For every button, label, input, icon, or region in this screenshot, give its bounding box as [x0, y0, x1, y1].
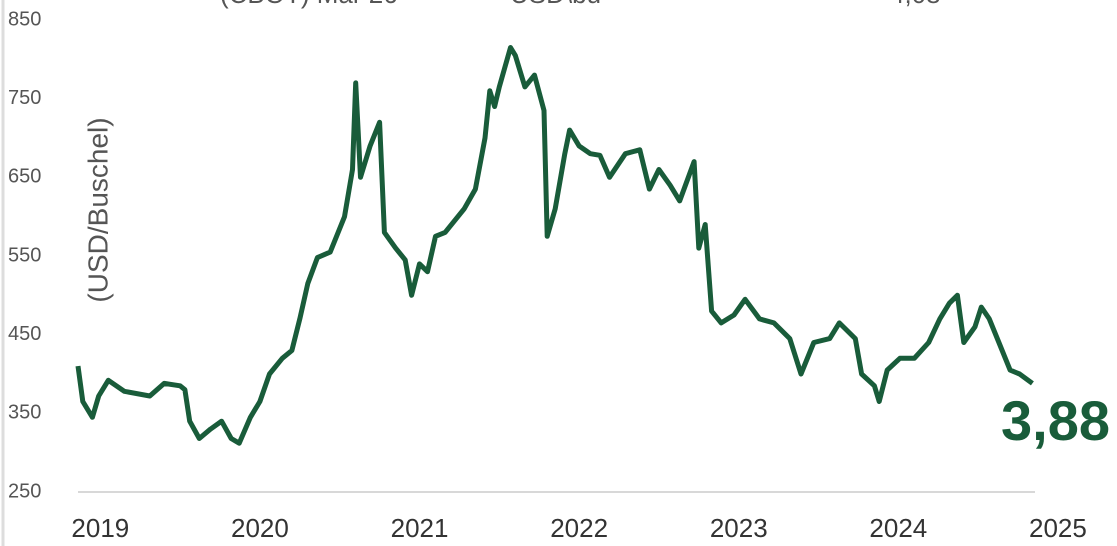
- x-tick-label: 2020: [231, 513, 289, 543]
- x-tick-label: 2022: [550, 513, 608, 543]
- y-tick-label: 350: [8, 402, 41, 424]
- y-tick-label: 850: [8, 8, 41, 30]
- x-tick-label: 2021: [391, 513, 449, 543]
- y-tick-label: 250: [8, 480, 41, 502]
- y-tick-label: 550: [8, 244, 41, 266]
- y-tick-label: 450: [8, 323, 41, 345]
- y-tick-label: 750: [8, 87, 41, 109]
- last-value: 3,88: [1001, 389, 1110, 452]
- x-tick-label: 2025: [1029, 513, 1087, 543]
- x-tick-label: 2023: [710, 513, 768, 543]
- header-text: (CBOT) Mar 26: [220, 0, 398, 9]
- x-tick-label: 2019: [71, 513, 129, 543]
- header-text: 4,08: [890, 0, 941, 9]
- x-tick-label: 2024: [869, 513, 927, 543]
- y-tick-label: 650: [8, 166, 41, 188]
- price-line: [75, 45, 1034, 446]
- y-axis-label: (USD/Buschel): [82, 117, 113, 302]
- header-text: USD\bu: [510, 0, 601, 9]
